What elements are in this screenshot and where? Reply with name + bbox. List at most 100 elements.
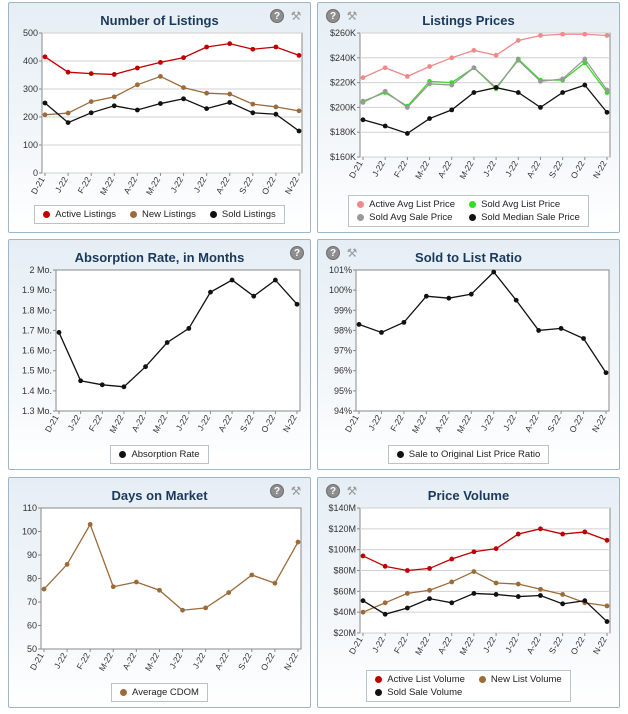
data-point[interactable] (427, 81, 432, 87)
help-icon[interactable]: ? (326, 484, 340, 498)
data-point[interactable] (181, 85, 186, 90)
data-point[interactable] (471, 65, 477, 71)
data-point[interactable] (158, 101, 163, 106)
data-point[interactable] (581, 336, 586, 341)
help-icon[interactable]: ? (270, 9, 284, 23)
settings-icon[interactable]: ⚒ (290, 484, 302, 498)
data-point[interactable] (515, 38, 521, 43)
data-point[interactable] (471, 47, 477, 53)
data-point[interactable] (471, 591, 477, 596)
data-point[interactable] (493, 85, 499, 90)
data-point[interactable] (471, 90, 477, 95)
data-point[interactable] (296, 108, 302, 114)
legend-item[interactable]: Average CDOM (120, 687, 199, 698)
data-point[interactable] (536, 328, 542, 333)
data-point[interactable] (493, 580, 499, 586)
data-point[interactable] (64, 562, 70, 567)
data-point[interactable] (382, 611, 388, 617)
data-point[interactable] (296, 128, 302, 134)
data-point[interactable] (471, 549, 477, 555)
data-point[interactable] (382, 600, 388, 606)
data-point[interactable] (99, 382, 105, 388)
data-point[interactable] (181, 55, 186, 61)
data-point[interactable] (294, 301, 300, 307)
data-point[interactable] (180, 607, 185, 613)
data-point[interactable] (560, 592, 566, 597)
data-point[interactable] (401, 319, 407, 325)
data-point[interactable] (449, 600, 455, 606)
data-point[interactable] (404, 605, 410, 611)
legend-item[interactable]: New List Volume (478, 674, 562, 685)
settings-icon[interactable]: ⚒ (346, 246, 358, 260)
data-point[interactable] (110, 584, 116, 590)
data-point[interactable] (558, 326, 564, 331)
data-point[interactable] (186, 326, 192, 331)
data-point[interactable] (513, 297, 519, 303)
data-point[interactable] (449, 82, 455, 88)
data-point[interactable] (360, 100, 366, 105)
legend-item[interactable]: Sold Listings (209, 209, 276, 220)
data-point[interactable] (356, 321, 362, 327)
data-point[interactable] (404, 105, 410, 110)
data-point[interactable] (379, 330, 384, 335)
data-point[interactable] (404, 591, 410, 596)
data-point[interactable] (538, 526, 543, 532)
legend-item[interactable]: New Listings (130, 209, 196, 220)
legend-item[interactable]: Sold Sale Volume (375, 687, 465, 698)
data-point[interactable] (249, 572, 255, 578)
data-point[interactable] (560, 531, 566, 537)
legend-item[interactable]: Sale to Original List Price Ratio (396, 449, 540, 460)
data-point[interactable] (538, 586, 543, 592)
data-point[interactable] (157, 587, 162, 593)
data-point[interactable] (538, 33, 543, 38)
data-point[interactable] (88, 71, 94, 76)
data-point[interactable] (446, 295, 452, 301)
help-icon[interactable]: ? (326, 246, 340, 260)
data-point[interactable] (111, 103, 117, 109)
legend-item[interactable]: Sold Avg List Price (469, 199, 580, 210)
data-point[interactable] (143, 364, 148, 370)
settings-icon[interactable]: ⚒ (346, 9, 358, 23)
data-point[interactable] (134, 107, 140, 113)
data-point[interactable] (427, 587, 432, 593)
data-point[interactable] (227, 91, 233, 97)
data-point[interactable] (515, 581, 521, 587)
data-point[interactable] (65, 110, 71, 116)
data-point[interactable] (560, 76, 566, 82)
data-point[interactable] (493, 546, 499, 552)
data-point[interactable] (382, 88, 388, 94)
data-point[interactable] (133, 579, 139, 585)
data-point[interactable] (65, 120, 71, 125)
data-point[interactable] (604, 87, 610, 93)
data-point[interactable] (227, 100, 233, 105)
data-point[interactable] (382, 65, 388, 71)
data-point[interactable] (78, 378, 84, 384)
help-icon[interactable]: ? (290, 246, 304, 260)
data-point[interactable] (427, 596, 432, 602)
data-point[interactable] (87, 522, 93, 527)
data-point[interactable] (582, 56, 588, 62)
data-point[interactable] (515, 531, 521, 537)
data-point[interactable] (158, 74, 163, 79)
data-point[interactable] (250, 101, 256, 107)
data-point[interactable] (250, 110, 256, 116)
data-point[interactable] (56, 330, 62, 335)
data-point[interactable] (42, 100, 48, 106)
data-point[interactable] (164, 340, 170, 345)
data-point[interactable] (604, 33, 610, 38)
data-point[interactable] (203, 605, 209, 611)
legend-item[interactable]: Absorption Rate (119, 449, 200, 460)
data-point[interactable] (158, 60, 163, 65)
legend-item[interactable]: Active Listings (43, 209, 116, 220)
settings-icon[interactable]: ⚒ (290, 9, 302, 23)
legend-item[interactable]: Sold Avg Sale Price (357, 212, 455, 223)
settings-icon[interactable]: ⚒ (346, 484, 358, 498)
data-point[interactable] (404, 568, 410, 573)
data-point[interactable] (560, 90, 566, 95)
data-point[interactable] (449, 55, 455, 61)
data-point[interactable] (582, 529, 588, 535)
data-point[interactable] (471, 569, 477, 574)
data-point[interactable] (515, 90, 521, 95)
data-point[interactable] (134, 65, 140, 71)
data-point[interactable] (204, 106, 210, 111)
